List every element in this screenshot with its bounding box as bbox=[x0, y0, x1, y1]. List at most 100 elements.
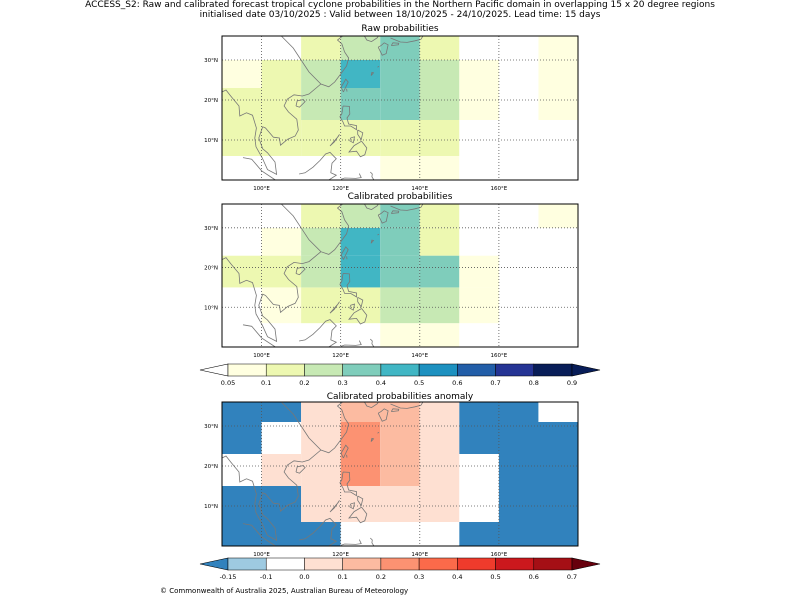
calibrated-grid-cell bbox=[222, 323, 262, 347]
anomaly-colorbar-tick-label: 0.7 bbox=[567, 573, 577, 581]
anomaly-grid-cell bbox=[261, 454, 302, 486]
coastline bbox=[295, 465, 306, 474]
raw-grid-cell bbox=[380, 120, 420, 156]
anomaly-grid-cell bbox=[419, 486, 460, 522]
longitude-tick-label: 140°E bbox=[411, 186, 428, 192]
probability-high-extend-arrow bbox=[571, 363, 601, 377]
coastline bbox=[329, 301, 340, 314]
raw-grid-cell bbox=[261, 120, 302, 156]
coastline bbox=[348, 506, 368, 524]
coastline bbox=[281, 203, 350, 255]
coastline bbox=[299, 151, 338, 181]
raw-grid-cell bbox=[222, 36, 262, 60]
coastline bbox=[390, 35, 424, 43]
anomaly-grid-cell bbox=[301, 454, 341, 486]
anomaly-grid-cell bbox=[222, 422, 262, 454]
coastline bbox=[329, 500, 340, 513]
raw-grid-cell bbox=[301, 120, 341, 156]
longitude-tick-label: 100°E bbox=[253, 353, 270, 359]
anomaly-colorbar-segment bbox=[304, 557, 343, 571]
latitude-tick-label: 20°N bbox=[204, 464, 218, 470]
anomaly-colorbar-tick-label: 0.1 bbox=[337, 573, 347, 581]
raw-grid-cell bbox=[538, 36, 578, 60]
anomaly-grid-cell bbox=[301, 402, 341, 422]
anomaly-colorbar-segment bbox=[533, 557, 573, 571]
anomaly-colorbar-segment bbox=[380, 557, 420, 571]
raw-grid-cell bbox=[419, 120, 460, 156]
anomaly-grid-cell bbox=[419, 422, 460, 454]
calibrated-grid-cell bbox=[261, 287, 302, 324]
calibrated-grid-cell bbox=[301, 255, 341, 288]
coastline bbox=[348, 140, 368, 158]
calibrated-probability-map: 100°E 120°E 140°E 160°E 10°N 20°N 30°N bbox=[204, 203, 579, 359]
latitude-tick-label: 30°N bbox=[204, 226, 218, 232]
anomaly-grid-cell bbox=[340, 486, 420, 522]
anomaly-colorbar-tick-label: 0.5 bbox=[490, 573, 500, 581]
raw-grid-cell bbox=[380, 60, 420, 88]
raw-grid-cell bbox=[340, 60, 381, 88]
coastline bbox=[340, 340, 362, 347]
raw-grid-cell bbox=[498, 60, 539, 88]
coastline bbox=[340, 444, 349, 459]
coastline bbox=[340, 173, 362, 180]
anomaly-grid-cell bbox=[419, 454, 460, 486]
coastline bbox=[349, 303, 356, 311]
longitude-tick-label: 120°E bbox=[332, 353, 349, 359]
probability-colorbar-segment bbox=[418, 363, 458, 377]
calibrated-grid-cell bbox=[222, 227, 262, 256]
longitude-tick-label: 160°E bbox=[491, 186, 508, 192]
anomaly-grid-cell bbox=[301, 486, 341, 522]
anomaly-grid-cell bbox=[340, 454, 381, 486]
calibrated-grid-cell bbox=[498, 287, 578, 324]
probability-colorbar-tick-label: 0.2 bbox=[299, 379, 309, 387]
calibrated-grid-cell bbox=[380, 255, 420, 288]
coastline bbox=[221, 449, 322, 542]
coastline bbox=[390, 408, 400, 412]
anomaly-colorbar-segment bbox=[265, 557, 305, 571]
anomaly-grid-cell bbox=[222, 522, 341, 546]
latitude-tick-label: 30°N bbox=[204, 424, 218, 430]
anomaly-grid-cell bbox=[380, 454, 420, 486]
longitude-tick-label: 120°E bbox=[332, 186, 349, 192]
coastline bbox=[377, 42, 389, 56]
longitude-tick-label: 100°E bbox=[253, 186, 270, 192]
latitude-tick-label: 20°N bbox=[204, 98, 218, 104]
anomaly-colorbar-tick-label: 0.4 bbox=[452, 573, 462, 581]
raw-grid-cell bbox=[261, 36, 302, 60]
coastline bbox=[364, 203, 379, 211]
longitude-tick-label: 140°E bbox=[411, 552, 428, 558]
raw-probability-map: 100°E 120°E 140°E 160°E 10°N 20°N 30°N bbox=[204, 35, 579, 192]
anomaly-colorbar-tick-label: -0.1 bbox=[260, 573, 273, 581]
anomaly-grid-cell bbox=[380, 422, 420, 454]
probability-low-extend-arrow bbox=[199, 363, 229, 377]
anomaly-grid-cell bbox=[419, 402, 460, 422]
anomaly-grid-cell bbox=[459, 522, 578, 546]
raw-grid-cell bbox=[459, 60, 499, 88]
raw-grid-cell bbox=[340, 88, 381, 120]
coastline bbox=[377, 66, 380, 68]
anomaly-grid-cell bbox=[340, 422, 381, 454]
coastline bbox=[329, 134, 340, 147]
longitude-tick-label: 100°E bbox=[253, 552, 270, 558]
calibrated-grid-cell bbox=[459, 323, 578, 347]
raw-grid-cell bbox=[419, 60, 460, 88]
coastline bbox=[281, 35, 350, 88]
calibrated-grid-cell bbox=[419, 255, 460, 288]
coastline bbox=[377, 432, 380, 434]
probability-colorbar-segment bbox=[342, 363, 382, 377]
coastline bbox=[221, 83, 322, 176]
anomaly-grid-cell bbox=[459, 422, 578, 454]
calibrated-grid-cell bbox=[380, 227, 420, 256]
anomaly-map: 100°E 120°E 140°E 160°E 10°N 20°N 30°N bbox=[204, 401, 579, 558]
anomaly-colorbar-segment bbox=[227, 557, 267, 571]
coastline bbox=[390, 203, 424, 211]
anomaly-map-frame bbox=[221, 401, 579, 547]
coastline bbox=[295, 266, 306, 276]
figure-subtitle: initialised date 03/10/2025 : Valid betw… bbox=[199, 10, 601, 20]
probability-colorbar-tick-label: 0.1 bbox=[261, 379, 271, 387]
latitude-tick-label: 10°N bbox=[204, 305, 218, 311]
probability-colorbar-segment bbox=[265, 363, 305, 377]
anomaly-colorbar-segment bbox=[418, 557, 458, 571]
calibrated-grid-cell bbox=[301, 204, 341, 228]
